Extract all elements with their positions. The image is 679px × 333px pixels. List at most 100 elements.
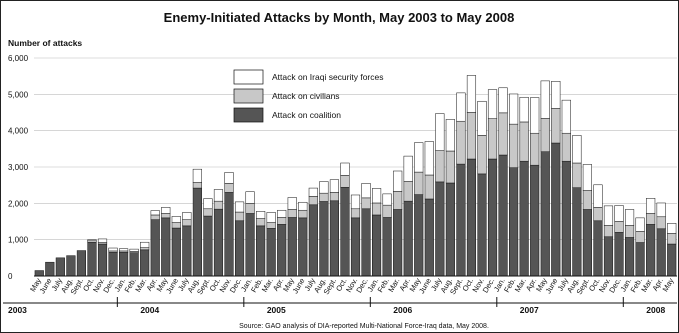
bar-segment <box>277 209 287 218</box>
legend-swatch <box>233 107 264 123</box>
bar-segment <box>150 219 160 277</box>
bar-segment <box>466 112 477 160</box>
bar-segment <box>435 181 445 277</box>
bar-segment <box>224 192 234 277</box>
bar-segment <box>561 99 571 134</box>
bar-segment <box>456 120 466 165</box>
bar-segment <box>287 197 297 210</box>
bar-segment <box>140 249 150 277</box>
bar-segment <box>266 222 276 229</box>
bar-segment <box>266 228 276 277</box>
bar-segment <box>45 261 55 277</box>
bar-segment <box>55 257 65 277</box>
bar-segment <box>161 207 171 214</box>
bar-segment <box>445 150 455 184</box>
bar-segment <box>308 196 318 206</box>
y-tick-label: 3,000 <box>8 163 29 172</box>
bar-segment <box>540 80 550 119</box>
bar-segment <box>635 231 645 243</box>
bar-segment <box>298 201 308 211</box>
bar-segment <box>350 208 361 219</box>
bar-segment <box>456 92 466 122</box>
bar-segment <box>667 243 677 277</box>
bar-segment <box>582 164 592 191</box>
bar-segment <box>572 135 582 164</box>
bar-segment <box>435 150 445 183</box>
bar-segment <box>161 217 171 277</box>
y-tick-label: 6,000 <box>8 54 29 63</box>
bar-segment <box>76 250 87 277</box>
bar-segment <box>656 202 666 218</box>
bar-segment <box>593 207 603 222</box>
y-axis-ticks: 0 1,000 2,000 3,000 4,000 5,000 6,000 <box>8 54 29 281</box>
bar-segment <box>614 205 624 222</box>
bar-segment <box>192 182 202 189</box>
bar-segment <box>87 241 97 277</box>
bar-segment <box>603 205 614 226</box>
y-tick-label: 5,000 <box>8 90 29 99</box>
bar-segment <box>171 222 181 229</box>
bar-segment <box>540 151 550 277</box>
bar-segment <box>340 175 350 188</box>
bar-segment <box>298 217 308 277</box>
y-tick-label: 1,000 <box>8 236 29 245</box>
bar-segment <box>445 182 455 277</box>
bar-segment <box>182 219 192 227</box>
bar-segment <box>477 173 487 277</box>
bar-segment <box>593 184 603 208</box>
legend-label: Attack on civilians <box>272 91 340 101</box>
bar-segment <box>530 97 540 134</box>
bar-segment <box>350 194 361 210</box>
bar-segment <box>140 241 150 248</box>
bar-segment <box>182 212 192 220</box>
bar-segment <box>656 228 666 277</box>
bar-segment <box>308 204 318 277</box>
bar-segment <box>603 236 614 277</box>
bar-segment <box>203 198 213 210</box>
bar-segment <box>256 225 266 277</box>
bar-segment <box>213 200 224 210</box>
bar-segment <box>403 200 413 277</box>
bar-segment <box>361 183 371 199</box>
bar-segment <box>519 96 529 123</box>
bar-segment <box>477 100 487 136</box>
bar-segment <box>582 209 592 277</box>
bar-segment <box>624 209 635 226</box>
y-tick-label: 2,000 <box>8 199 29 208</box>
bar-segment <box>466 158 477 277</box>
bar-segment <box>582 190 592 210</box>
bar-segment <box>372 214 382 277</box>
bar-segment <box>97 238 108 243</box>
bar-segment <box>298 209 308 219</box>
x-axis-month-labels: MayJuneJulyAug.Sept.Oct.Nov.Dec.Jan.Feb.… <box>28 276 675 296</box>
bar-segment <box>572 162 582 188</box>
bar-segment <box>129 248 139 252</box>
bar-segment <box>656 216 666 230</box>
bar-segment <box>319 201 329 277</box>
bar-segment <box>498 87 508 114</box>
bar-segment <box>477 135 487 175</box>
bar-segment <box>551 81 561 109</box>
bar-segment <box>119 248 129 252</box>
bar-segment <box>487 118 498 160</box>
bar-segment <box>572 187 582 277</box>
bar-segment <box>414 142 424 173</box>
bar-segment <box>509 93 519 125</box>
chart-title: Enemy-Initiated Attacks by Month, May 20… <box>164 10 515 25</box>
bar-segment <box>245 191 255 204</box>
bar-segment <box>108 252 118 277</box>
bar-segment <box>34 270 44 277</box>
bar-segment <box>435 113 445 151</box>
bar-segment <box>540 118 550 152</box>
bar-segment <box>624 225 635 238</box>
bar-segment <box>192 168 202 183</box>
bar-segment <box>182 225 192 277</box>
bar-segment <box>509 123 519 168</box>
bar-segment <box>424 198 434 277</box>
y-axis-label: Number of attacks <box>8 38 82 48</box>
bar-segment <box>646 198 656 214</box>
bar-segment <box>361 208 371 277</box>
bar-segment <box>487 158 498 277</box>
legend-swatch <box>233 69 264 85</box>
year-label: 2007 <box>520 305 539 315</box>
